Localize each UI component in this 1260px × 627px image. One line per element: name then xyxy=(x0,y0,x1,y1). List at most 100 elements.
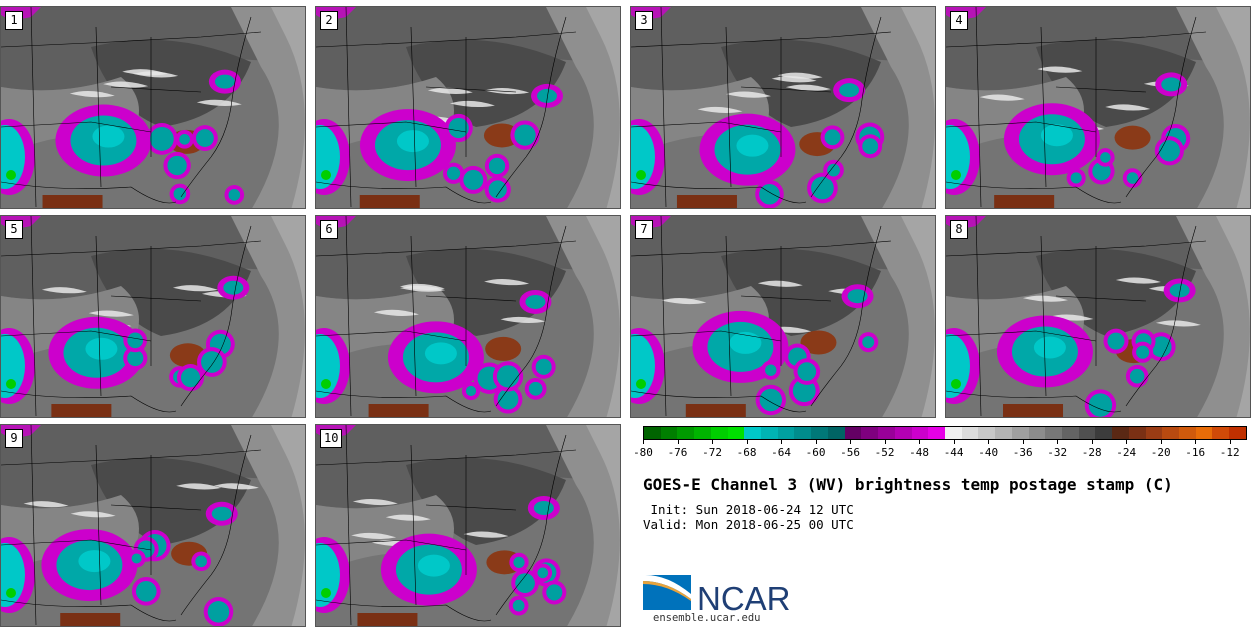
init-time: Init: Sun 2018-06-24 12 UTC xyxy=(643,502,854,517)
colorbar-swatch xyxy=(944,427,962,439)
colorbar-swatch xyxy=(761,427,778,439)
panel-number: 9 xyxy=(5,429,23,448)
colorbar-swatch xyxy=(1028,427,1046,439)
colorbar-tick-label: -56 xyxy=(840,446,861,459)
wv-brightness-map xyxy=(631,7,935,208)
colorbar-tick xyxy=(712,440,714,444)
colorbar-tick-label: -44 xyxy=(943,446,964,459)
colorbar-tick-label: -36 xyxy=(1012,446,1033,459)
panel-number: 2 xyxy=(320,11,338,30)
colorbar-tick xyxy=(643,440,644,444)
colorbar-swatch xyxy=(677,427,695,439)
postage-stamp-panel: 8 xyxy=(945,215,1251,418)
colorbar-tick-label: -72 xyxy=(702,446,722,459)
postage-stamp-panel: 9 xyxy=(0,424,306,627)
colorbar-swatch xyxy=(660,427,678,439)
panel-number: 10 xyxy=(320,429,343,448)
colorbar-swatch xyxy=(1179,427,1196,439)
colorbar-tick-label: -64 xyxy=(771,446,791,459)
colorbar-swatch xyxy=(794,427,812,439)
colorbar xyxy=(643,426,1247,440)
colorbar-swatch xyxy=(844,427,862,439)
colorbar-tick xyxy=(1057,440,1059,444)
postage-stamp-panel: 1 xyxy=(0,6,306,209)
colorbar-swatch xyxy=(827,427,845,439)
colorbar-tick-label: -76 xyxy=(667,446,688,459)
wv-brightness-map xyxy=(1,216,305,417)
colorbar-tick xyxy=(919,440,921,444)
postage-stamp-panel: 5 xyxy=(0,215,306,418)
colorbar-swatch xyxy=(811,427,828,439)
colorbar-tick-label: -52 xyxy=(874,446,895,459)
colorbar-tick-label: -28 xyxy=(1081,446,1102,459)
colorbar-tick-label: -16 xyxy=(1185,446,1206,459)
colorbar-swatch xyxy=(710,427,728,439)
colorbar-tick xyxy=(1022,440,1024,444)
colorbar-swatch xyxy=(911,427,929,439)
colorbar-swatch xyxy=(1229,427,1246,439)
colorbar-tick-label: -80 xyxy=(633,446,653,459)
colorbar-tick-label: -68 xyxy=(736,446,757,459)
postage-stamp-panel: 2 xyxy=(315,6,621,209)
panel-number: 4 xyxy=(950,11,968,30)
panel-number: 7 xyxy=(635,220,653,239)
colorbar-swatch xyxy=(1162,427,1179,439)
colorbar-swatch xyxy=(894,427,912,439)
colorbar-swatch xyxy=(861,427,879,439)
colorbar-swatch xyxy=(1212,427,1230,439)
colorbar-tick-label: -40 xyxy=(978,446,999,459)
panel-number: 6 xyxy=(320,220,338,239)
colorbar-tick-label: -24 xyxy=(1116,446,1137,459)
colorbar-swatch xyxy=(1011,427,1029,439)
colorbar-tick xyxy=(781,440,783,444)
colorbar-swatch xyxy=(744,427,762,439)
colorbar-tick xyxy=(677,440,679,444)
postage-stamp-panel: 7 xyxy=(630,215,936,418)
colorbar-tick xyxy=(1126,440,1128,444)
logo-url: ensemble.ucar.edu xyxy=(653,612,761,624)
colorbar-tick xyxy=(850,440,852,444)
colorbar-tick-label: -20 xyxy=(1150,446,1171,459)
postage-stamp-panel: 4 xyxy=(945,6,1251,209)
colorbar-swatch xyxy=(1095,427,1113,439)
colorbar-swatch xyxy=(1061,427,1079,439)
colorbar-tick xyxy=(1229,440,1231,444)
colorbar-swatch xyxy=(777,427,795,439)
colorbar-swatch xyxy=(878,427,895,439)
colorbar-tick xyxy=(953,440,955,444)
colorbar-swatch xyxy=(694,427,711,439)
wv-brightness-map xyxy=(1,425,305,626)
colorbar-tick xyxy=(1160,440,1162,444)
wv-brightness-map xyxy=(631,216,935,417)
wv-brightness-map xyxy=(316,7,620,208)
colorbar-swatch xyxy=(1145,427,1163,439)
colorbar-swatch xyxy=(978,427,996,439)
postage-stamp-panel: 10 xyxy=(315,424,621,627)
colorbar-swatch xyxy=(1045,427,1062,439)
colorbar-tick-label: -12 xyxy=(1219,446,1240,459)
colorbar-swatch xyxy=(928,427,945,439)
wv-brightness-map xyxy=(316,216,620,417)
ncar-logo: NCAR xyxy=(643,570,803,617)
panel-number: 3 xyxy=(635,11,653,30)
colorbar-swatch xyxy=(1078,427,1096,439)
logo-text: NCAR xyxy=(697,580,791,615)
panel-number: 1 xyxy=(5,11,23,30)
colorbar-tick-label: -60 xyxy=(805,446,826,459)
panel-number: 5 xyxy=(5,220,23,239)
postage-stamp-panel: 3 xyxy=(630,6,936,209)
colorbar-swatch xyxy=(1112,427,1129,439)
colorbar-swatch xyxy=(961,427,979,439)
colorbar-swatch xyxy=(995,427,1012,439)
colorbar-tick xyxy=(884,440,886,444)
colorbar-tick-label: -32 xyxy=(1047,446,1068,459)
valid-time: Valid: Mon 2018-06-25 00 UTC xyxy=(643,517,854,532)
panel-number: 8 xyxy=(950,220,968,239)
colorbar-labels: -80 -76 -72 -68 -64 -60 -56 -52 -48 -44 -40 -36 -32-… xyxy=(633,446,1247,460)
postage-stamp-panel: 6 xyxy=(315,215,621,418)
colorbar-tick xyxy=(815,440,817,444)
colorbar-swatch xyxy=(644,427,661,439)
wv-brightness-map xyxy=(946,216,1250,417)
colorbar-tick xyxy=(1195,440,1197,444)
colorbar-swatch xyxy=(1128,427,1146,439)
